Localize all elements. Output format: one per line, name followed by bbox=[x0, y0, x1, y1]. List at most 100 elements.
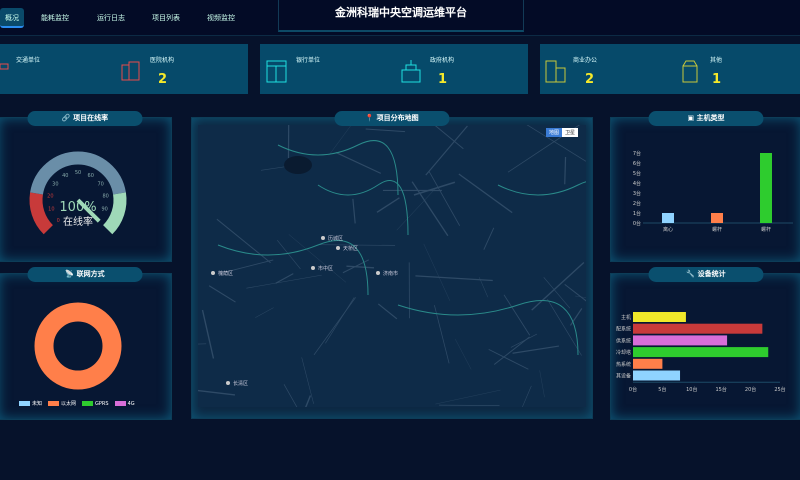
map-place-label: 天桥区 bbox=[343, 245, 358, 252]
map-road bbox=[426, 126, 468, 175]
panel-title-text: 主机类型 bbox=[697, 114, 725, 122]
nav-video[interactable]: 视频监控 bbox=[202, 8, 240, 28]
gauge-value: 100% bbox=[59, 200, 96, 215]
gauge-label: 在线率 bbox=[63, 215, 93, 228]
legend-label: GPRS bbox=[95, 401, 109, 407]
other-building-icon bbox=[680, 60, 702, 84]
link-icon: 🔗 bbox=[62, 114, 73, 122]
map-road bbox=[209, 286, 235, 302]
gauge-tick-label: 50 bbox=[75, 170, 81, 176]
y-tick-label: 供系统 bbox=[616, 337, 631, 344]
antenna-icon: 📡 bbox=[65, 270, 76, 278]
y-tick-label: 配系统 bbox=[616, 326, 631, 333]
map-road bbox=[394, 125, 463, 149]
nav-logs[interactable]: 运行日志 bbox=[92, 8, 130, 28]
map-road bbox=[302, 357, 314, 404]
map-road bbox=[484, 228, 494, 250]
bar bbox=[633, 359, 662, 369]
legend-label: 4G bbox=[128, 401, 135, 407]
donut-slice-ethernet bbox=[44, 312, 112, 380]
map-pin-icon: 📍 bbox=[365, 114, 376, 122]
legend-label: 未知 bbox=[32, 401, 42, 407]
government-icon bbox=[400, 60, 422, 84]
stat-card: 商业办公 2 其他 1 bbox=[540, 44, 800, 94]
legend-swatch bbox=[115, 401, 126, 406]
online-gauge: 010 20 30 40 50 6070 80 90 100%在线率 bbox=[0, 118, 173, 263]
chart-icon: ▣ bbox=[687, 114, 696, 122]
x-tick-label: 螺杆 bbox=[712, 226, 722, 233]
x-tick-label: 10台 bbox=[686, 386, 697, 393]
map-marker[interactable] bbox=[336, 246, 340, 250]
map-place-label: 长清区 bbox=[233, 380, 248, 387]
legend-item[interactable]: GPRS bbox=[82, 401, 109, 407]
map-road bbox=[575, 296, 586, 307]
stat-card: 银行单位 政府机构 1 bbox=[260, 44, 528, 94]
map-road bbox=[429, 172, 459, 226]
y-tick-label: 2台 bbox=[633, 200, 641, 207]
legend-item[interactable]: 以太网 bbox=[48, 400, 76, 407]
map-road bbox=[202, 310, 213, 358]
x-tick-label: 5台 bbox=[658, 386, 666, 393]
map-road bbox=[414, 182, 455, 195]
map-road bbox=[513, 346, 559, 353]
map-marker[interactable] bbox=[311, 266, 315, 270]
office-building-icon bbox=[545, 60, 567, 84]
legend-swatch bbox=[82, 401, 93, 406]
y-tick-label: 7台 bbox=[633, 150, 641, 157]
stat-label: 政府机构 bbox=[430, 55, 454, 64]
legend-swatch bbox=[48, 401, 59, 406]
map-road bbox=[217, 219, 271, 263]
map-road bbox=[290, 395, 310, 407]
map-road bbox=[226, 260, 273, 272]
nav-projects[interactable]: 项目列表 bbox=[147, 8, 185, 28]
map-marker[interactable] bbox=[376, 271, 380, 275]
y-tick-label: 4台 bbox=[633, 180, 641, 187]
bar bbox=[633, 371, 680, 381]
map-road bbox=[565, 157, 566, 184]
map-road bbox=[424, 244, 450, 301]
map-road bbox=[397, 190, 435, 231]
nav-energy[interactable]: 能耗监控 bbox=[36, 8, 74, 28]
x-tick-label: 离心 bbox=[663, 226, 673, 233]
map-marker[interactable] bbox=[211, 271, 215, 275]
bar bbox=[633, 312, 686, 322]
device-stats-panel: 🔧 设备统计 0台 5台 10台 15台 20台 25台 主机 配系统 供系统 冷却塔 热系统 其设备 bbox=[610, 273, 800, 420]
map-road bbox=[198, 389, 235, 395]
stat-card: 交通单位 医院机构 2 bbox=[0, 44, 248, 94]
y-tick-label: 3台 bbox=[633, 190, 641, 197]
map-road bbox=[329, 125, 365, 155]
panel-title: ▣ 主机类型 bbox=[649, 111, 764, 126]
map-marker[interactable] bbox=[321, 236, 325, 240]
legend-item[interactable]: 4G bbox=[115, 401, 135, 407]
map-panel: 📍 项目分布地图 济南市 历城区 天桥区 槐荫区 市中区 长清区 地图 卫星 bbox=[191, 117, 593, 419]
x-tick-label: 25台 bbox=[774, 386, 785, 393]
panel-title-text: 项目在线率 bbox=[73, 114, 108, 122]
map-road bbox=[325, 297, 354, 343]
gauge-tick-label: 30 bbox=[52, 182, 58, 188]
map-marker[interactable] bbox=[226, 381, 230, 385]
map-road bbox=[540, 370, 545, 397]
y-tick-label: 主机 bbox=[621, 314, 631, 321]
gauge-tick-label: 80 bbox=[102, 194, 108, 200]
legend-item[interactable]: 未知 bbox=[19, 400, 42, 407]
y-tick-label: 其设备 bbox=[616, 373, 631, 380]
project-map[interactable]: 济南市 历城区天桥区槐荫区 市中区长清区 bbox=[198, 125, 586, 407]
map-road bbox=[435, 390, 500, 404]
legend-swatch bbox=[19, 401, 30, 406]
satellite-button[interactable]: 卫星 bbox=[562, 128, 578, 137]
stat-value: 2 bbox=[158, 72, 167, 87]
map-place-label: 历城区 bbox=[328, 235, 343, 242]
bank-icon bbox=[266, 60, 288, 84]
map-button[interactable]: 地图 bbox=[546, 128, 562, 137]
map-road bbox=[284, 384, 309, 407]
nav-overview[interactable]: 概况 bbox=[0, 8, 24, 28]
map-road bbox=[353, 199, 355, 224]
header: 概况 能耗监控 运行日志 项目列表 视频监控 金洲科瑞中央空调运维平台 bbox=[0, 0, 800, 36]
map-road bbox=[455, 339, 471, 369]
map-highway bbox=[498, 181, 586, 235]
stat-value: 1 bbox=[712, 72, 721, 87]
device-stats-chart: 0台 5台 10台 15台 20台 25台主机配系统供系统冷却塔热系统其设备 bbox=[611, 274, 800, 421]
panel-title: 📡 联网方式 bbox=[28, 267, 143, 282]
y-tick-label: 6台 bbox=[633, 160, 641, 167]
map-road bbox=[198, 344, 206, 346]
